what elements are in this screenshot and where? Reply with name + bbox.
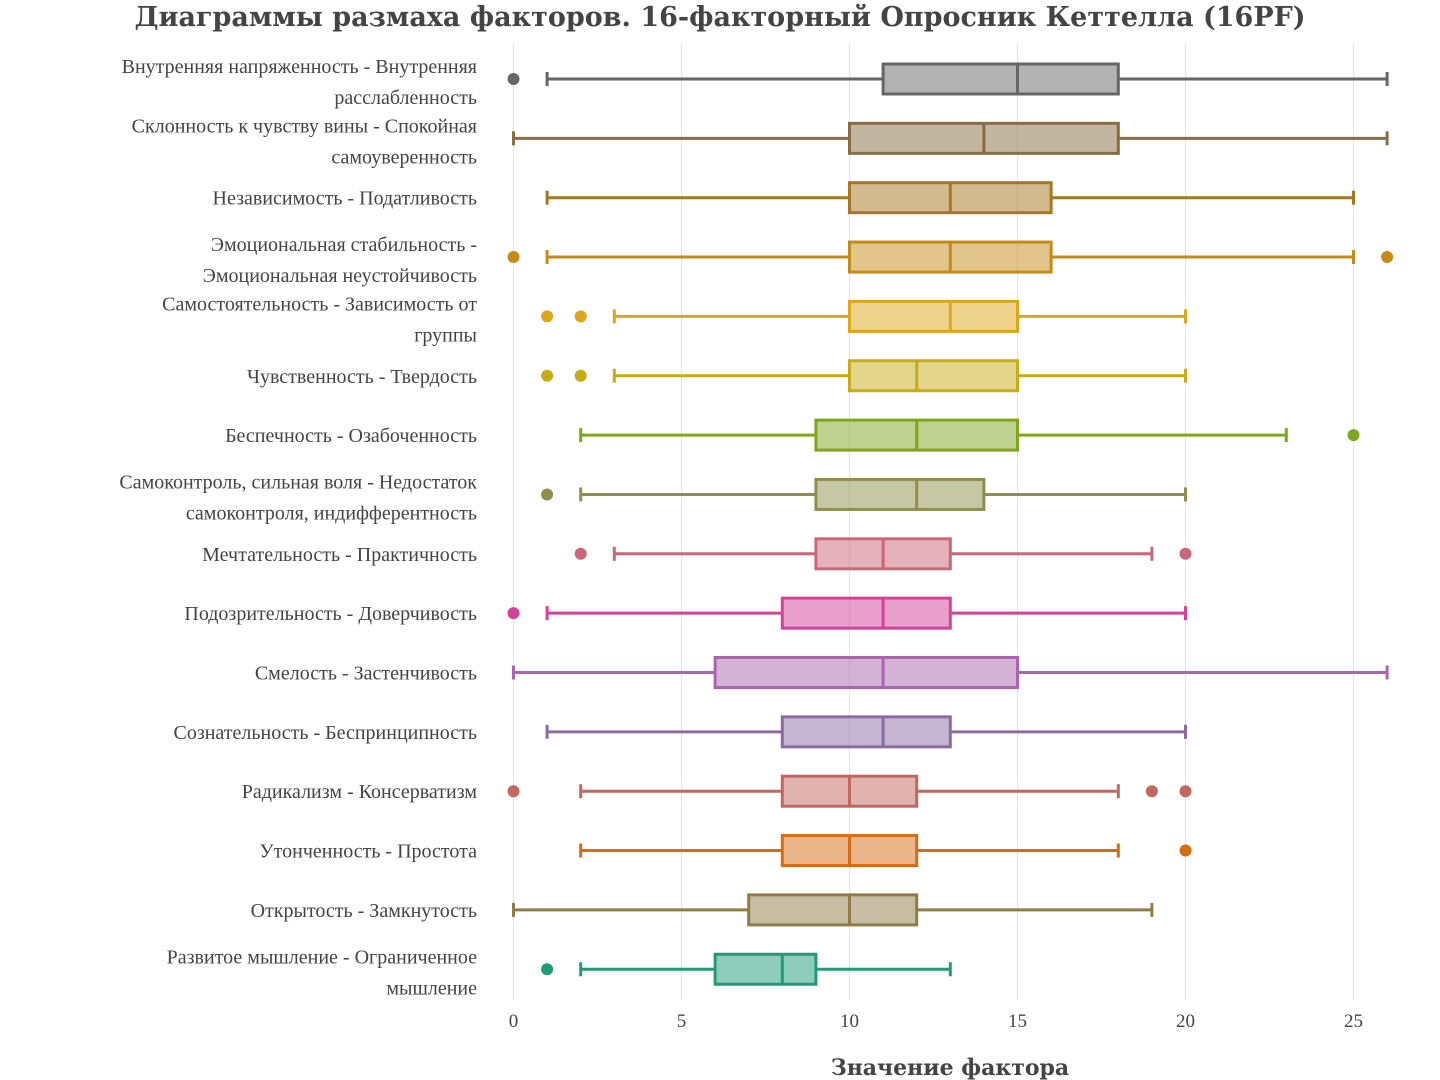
x-axis-label: Значение фактора <box>831 1055 1069 1080</box>
y-axis-label-line: Эмоциональная стабильность - <box>211 234 477 256</box>
box-plot-row <box>541 477 1187 511</box>
outlier-point <box>574 310 587 323</box>
x-tick-label: 0 <box>509 1011 519 1032</box>
outlier-point <box>507 607 520 620</box>
outlier-point <box>1381 251 1394 264</box>
outlier-point <box>1347 429 1360 442</box>
y-axis-label-line: Открытость - Замкнутость <box>251 900 477 922</box>
box-plot-row <box>507 62 1389 96</box>
chart-title: Диаграммы размаха факторов. 16-факторный… <box>134 2 1305 33</box>
box-plot-row <box>512 121 1389 155</box>
box-plot-row <box>545 715 1187 749</box>
y-axis-label-line: Самоконтроль, сильная воля - Недостаток <box>119 471 477 493</box>
y-axis-label-line: Утонченность - Простота <box>260 841 478 863</box>
box-plot-row <box>579 418 1360 452</box>
outlier-point <box>507 251 520 264</box>
y-axis-label-line: Радикализм - Консерватизм <box>242 781 478 803</box>
box-plot-row <box>507 596 1187 630</box>
box-plot-row <box>541 299 1187 333</box>
y-axis-label: Самостоятельность - Зависимость от группы <box>162 293 477 346</box>
iqr-box <box>713 952 818 986</box>
y-axis-label-line: Развитое мышление - Ограниченное <box>167 946 477 968</box>
iqr-box <box>881 62 1120 96</box>
outlier-point <box>574 547 587 560</box>
outlier-point <box>541 310 554 323</box>
iqr-box <box>780 715 952 749</box>
iqr-box <box>848 299 1019 333</box>
iqr-box <box>780 596 952 630</box>
y-axis-label: Беспечность - Озабоченность <box>225 425 477 447</box>
y-axis-label-line: Внутренняя напряженность - Внутренняя <box>122 56 477 78</box>
y-axis-label-line: Беспечность - Озабоченность <box>225 425 477 447</box>
y-axis-label-line: Самостоятельность - Зависимость от <box>162 293 477 315</box>
y-axis-label-line: Смелость - Застенчивость <box>255 663 477 685</box>
box-series <box>507 62 1394 986</box>
x-tick-label: 5 <box>677 1011 687 1032</box>
y-axis-label: Эмоциональная стабильность - Эмоциональна… <box>203 234 477 287</box>
y-axis-label-line: расслабленность <box>334 87 477 109</box>
y-axis-label-line: Подозрительность - Доверчивость <box>184 603 477 625</box>
y-axis-label: Мечтательность - Практичность <box>202 544 477 566</box>
outlier-point <box>541 488 554 501</box>
y-axis-label: Самоконтроль, сильная воля - Недостаток с… <box>119 471 477 524</box>
outlier-point <box>574 369 587 382</box>
iqr-box <box>814 477 986 511</box>
y-axis-labels: Внутренняя напряженность - Внутренняя рас… <box>119 56 477 999</box>
y-axis-label-line: группы <box>414 324 477 346</box>
box-plot-row <box>545 181 1355 215</box>
y-axis-label-line: Чувственность - Твердость <box>247 366 477 388</box>
outlier-point <box>1179 547 1192 560</box>
y-axis-label: Независимость - Податливость <box>213 188 478 210</box>
y-axis-label: Открытость - Замкнутость <box>251 900 477 922</box>
outlier-point <box>1179 844 1192 857</box>
y-axis-label-line: Сознательность - Беспринципность <box>173 722 477 744</box>
box-plot-row <box>512 893 1154 927</box>
y-axis-label: Внутренняя напряженность - Внутренняя рас… <box>122 56 477 109</box>
iqr-box <box>848 359 1019 393</box>
box-plot-row <box>507 240 1394 274</box>
x-tick-label: 20 <box>1176 1011 1195 1032</box>
y-axis-label: Подозрительность - Доверчивость <box>184 603 477 625</box>
outlier-point <box>541 963 554 976</box>
iqr-box <box>713 656 1019 689</box>
box-plot-row <box>574 537 1192 571</box>
outlier-point <box>541 369 554 382</box>
y-axis-label-line: самоконтроля, индифферентность <box>186 502 477 524</box>
y-axis-label: Радикализм - Консерватизм <box>242 781 478 803</box>
y-axis-label: Утонченность - Простота <box>260 841 478 863</box>
box-plot-row <box>541 952 952 986</box>
y-axis-label: Развитое мышление - Ограниченное мышление <box>167 946 477 999</box>
y-axis-label-line: Мечтательность - Практичность <box>202 544 477 566</box>
outlier-point <box>1145 785 1158 798</box>
y-axis-label: Смелость - Застенчивость <box>255 663 477 685</box>
x-tick-label: 10 <box>840 1011 859 1032</box>
box-plot-row <box>579 834 1192 868</box>
y-axis-label-line: мышление <box>386 977 477 999</box>
box-plot-row <box>541 359 1187 393</box>
y-axis-label-line: Склонность к чувству вины - Спокойная <box>132 115 477 137</box>
y-axis-label: Сознательность - Беспринципность <box>173 722 477 744</box>
outlier-point <box>1179 785 1192 798</box>
x-tick-label: 15 <box>1008 1011 1027 1032</box>
x-tick-label: 25 <box>1344 1011 1363 1032</box>
iqr-box <box>747 893 919 927</box>
y-axis-label: Чувственность - Твердость <box>247 366 477 388</box>
outlier-point <box>507 785 520 798</box>
y-axis-label-line: Независимость - Податливость <box>213 188 478 210</box>
y-axis-label: Склонность к чувству вины - Спокойная сам… <box>132 115 477 168</box>
y-axis-label-line: Эмоциональная неустойчивость <box>203 265 477 287</box>
outlier-point <box>507 73 520 85</box>
x-axis-ticks: 0 5 10 15 20 25 <box>509 1011 1363 1032</box>
y-axis-label-line: самоуверенность <box>331 146 477 168</box>
box-plot-row <box>507 774 1192 808</box>
box-plot-row <box>512 656 1389 689</box>
